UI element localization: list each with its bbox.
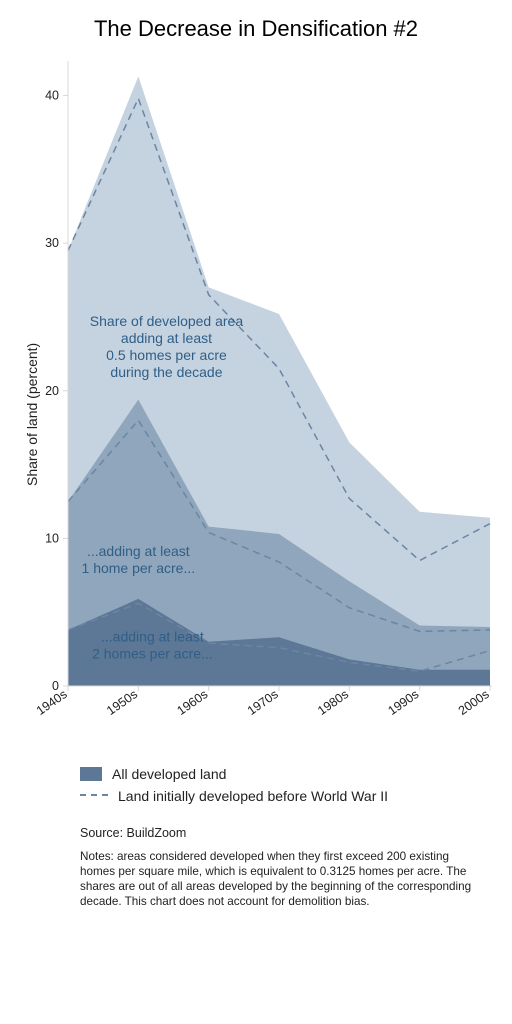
y-axis-label: Share of land (percent) bbox=[24, 343, 40, 486]
chart-legend: All developed land Land initially develo… bbox=[80, 766, 502, 810]
chart-container: Share of land (percent) 0102030401940s19… bbox=[10, 56, 502, 746]
source-text: Source: BuildZoom bbox=[80, 826, 502, 840]
y-tick-label: 10 bbox=[45, 531, 59, 545]
x-tick-label: 1960s bbox=[174, 687, 210, 718]
x-tick-label: 1990s bbox=[385, 687, 421, 718]
legend-item-all: All developed land bbox=[80, 766, 502, 782]
chart-annotation: ...adding at least1 home per acre... bbox=[82, 543, 196, 576]
y-tick-label: 20 bbox=[45, 384, 59, 398]
x-tick-label: 1970s bbox=[245, 687, 281, 718]
y-tick-label: 40 bbox=[45, 89, 59, 103]
chart-annotation: Share of developed areaadding at least0.… bbox=[90, 313, 244, 380]
x-tick-label: 1980s bbox=[315, 687, 351, 718]
legend-item-preww2: Land initially developed before World Wa… bbox=[80, 788, 502, 804]
chart-annotation: ...adding at least2 homes per acre... bbox=[92, 629, 213, 662]
notes-text: Notes: areas considered developed when t… bbox=[80, 850, 482, 910]
y-tick-label: 30 bbox=[45, 236, 59, 250]
densification-area-chart: 0102030401940s1950s1960s1970s1980s1990s2… bbox=[10, 56, 500, 746]
legend-label-preww2: Land initially developed before World Wa… bbox=[118, 788, 388, 804]
legend-swatch-icon bbox=[80, 767, 102, 781]
x-tick-label: 1950s bbox=[104, 687, 140, 718]
legend-label-all: All developed land bbox=[112, 766, 226, 782]
legend-dash-icon bbox=[80, 794, 108, 798]
x-tick-label: 2000s bbox=[456, 687, 492, 718]
chart-title: The Decrease in Densification #2 bbox=[10, 16, 502, 42]
